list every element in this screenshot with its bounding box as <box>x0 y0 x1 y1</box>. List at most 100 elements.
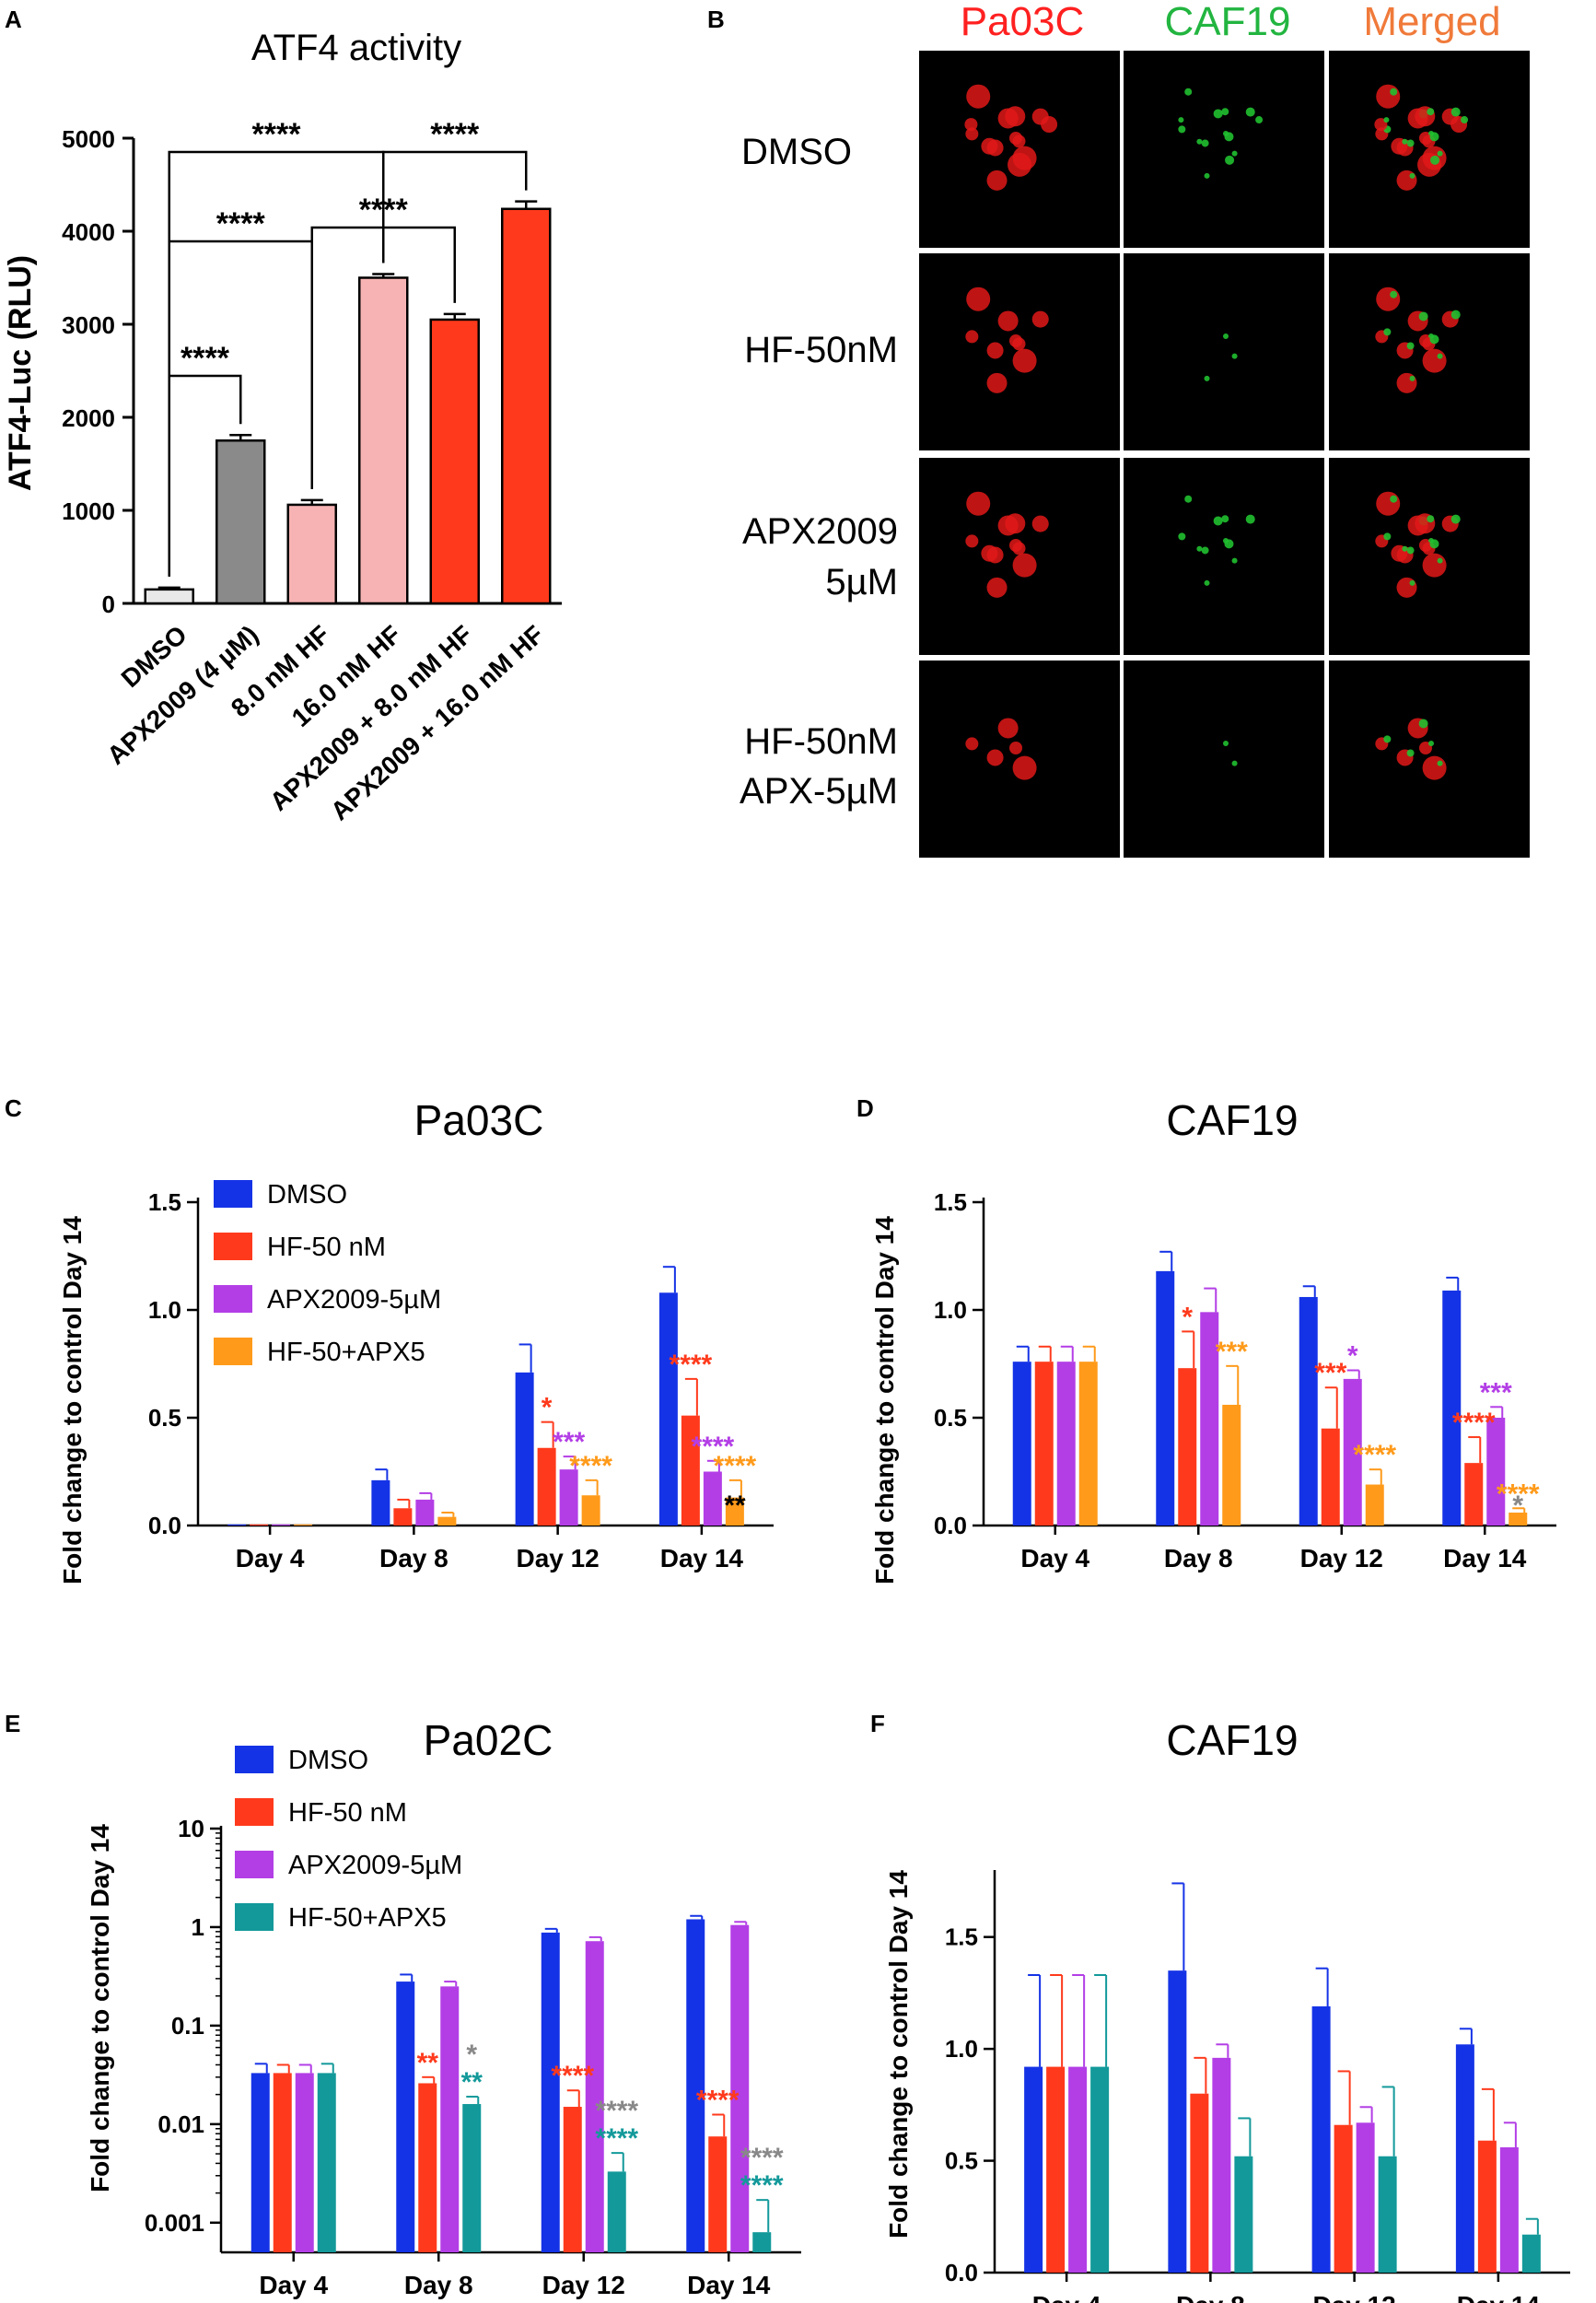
e-plot-bar-dmso <box>250 2073 270 2252</box>
micro-row-label-hf50nm: HF-50nM <box>744 721 898 762</box>
cell-green <box>1418 311 1428 321</box>
cell-green <box>1204 579 1210 586</box>
c-plot-bar-hf-50-apx5 <box>581 1495 600 1526</box>
chart-f-title: CAF19 <box>1166 1716 1298 1764</box>
c-plot-bar-hf-50-nm <box>250 1524 269 1526</box>
f-plot-bar-dmso <box>1024 2066 1043 2273</box>
e-plot-bar-dmso <box>396 1982 415 2252</box>
c-plot-legend-swatch <box>214 1180 252 1208</box>
cell-green <box>1204 172 1210 179</box>
cell-red <box>986 342 1004 359</box>
panel-a: A ATF4 activity ATF4-Luc (RLU) 0 1000 2000… <box>3 6 562 825</box>
cell-green <box>1427 108 1435 116</box>
cell-green <box>1196 545 1203 552</box>
e-plot-y-tick-label: 10 <box>178 1815 204 1842</box>
cell-green <box>1231 150 1238 157</box>
cell-green <box>1213 109 1223 119</box>
micro-row-label-dmso: DMSO <box>741 132 852 172</box>
cell-red <box>1012 337 1026 351</box>
e-plot-bar-hf-50-nm <box>418 2083 437 2252</box>
a-significance-label: **** <box>430 117 480 152</box>
cell-red <box>966 84 991 109</box>
d-plot-x-tick-label: Day 12 <box>1300 1544 1383 1572</box>
c-plot-legend-label: APX2009-5µM <box>267 1285 441 1315</box>
f-plot-x-tick-label: Day 14 <box>1457 2291 1541 2303</box>
c-plot-y-tick-label: 1.0 <box>148 1296 181 1324</box>
panel-letter-a: A <box>5 6 22 33</box>
cell-green <box>1450 514 1461 524</box>
cell-green <box>1223 333 1229 339</box>
c-plot-annotation: **** <box>670 1350 713 1380</box>
f-plot-bar-dmso <box>1455 2044 1474 2273</box>
micro-column-caf19: CAF19 <box>1165 0 1291 44</box>
e-plot-annotation: ** <box>417 2048 439 2078</box>
panel-c: C Pa03C Fold change to control Day 14 0.… <box>5 1094 774 1584</box>
f-plot-bar-dmso <box>1168 1970 1187 2273</box>
e-plot-x-tick-label: Day 14 <box>687 2271 771 2299</box>
cell-red <box>1012 134 1026 148</box>
micrograph-green-row4 <box>1124 661 1324 858</box>
a-bar <box>501 207 552 605</box>
cell-green <box>1409 579 1415 586</box>
cell-green <box>1450 310 1461 320</box>
c-plot-annotation: **** <box>692 1432 735 1462</box>
a-bar <box>216 439 266 605</box>
d-plot-y-tick-label: 1.0 <box>934 1296 967 1324</box>
e-plot-legend-swatch <box>235 1798 274 1826</box>
e-plot-legend-swatch <box>235 1851 274 1878</box>
c-plot-bar-dmso <box>515 1372 534 1526</box>
a-y-tick-label: 5000 <box>62 125 115 153</box>
cell-green <box>1409 375 1415 381</box>
micrograph-green-row3 <box>1124 458 1324 655</box>
cell-red <box>1012 542 1026 555</box>
cell-red <box>1009 742 1022 754</box>
c-plot-legend-label: HF-50+APX5 <box>267 1338 425 1367</box>
cell-red <box>1012 553 1037 578</box>
cell-red <box>1376 286 1401 311</box>
cell-green <box>1201 139 1209 147</box>
cell-green <box>1213 516 1223 526</box>
cell-green <box>1225 155 1235 165</box>
cell-red <box>1376 84 1401 109</box>
cell-red <box>986 372 1008 393</box>
d-plot-bar-apx2009-5-m <box>1056 1362 1076 1526</box>
e-plot-x-tick-label: Day 12 <box>542 2271 625 2299</box>
micro-row-label-hf50: HF-50nM <box>744 330 898 370</box>
a-y-tick-label: 0 <box>102 590 115 618</box>
cell-green <box>1390 495 1398 503</box>
cell-green <box>1204 375 1210 381</box>
cell-red <box>966 491 991 516</box>
a-y-tick-label: 4000 <box>62 218 115 246</box>
cell-green <box>1430 155 1440 165</box>
d-plot-bar-hf-50-apx5 <box>1222 1404 1241 1526</box>
a-y-tick-label: 2000 <box>62 404 115 432</box>
panel-letter-f: F <box>870 1710 885 1737</box>
cell-red <box>964 118 978 132</box>
f-plot-bar-hf-50-nm <box>1477 2140 1497 2273</box>
cell-red <box>965 737 979 751</box>
cell-red <box>1422 553 1447 578</box>
cell-red <box>997 310 1019 332</box>
e-plot-bar-hf-50-apx5 <box>607 2171 626 2252</box>
e-plot-annotation: **** <box>696 2085 740 2115</box>
c-plot-bar-apx2009-5-m <box>559 1469 578 1526</box>
c-plot-bar-hf-50-nm <box>681 1415 700 1526</box>
cell-green <box>1390 290 1398 298</box>
cell-green <box>1224 132 1234 142</box>
cell-red <box>1008 152 1032 177</box>
f-plot-bar-hf-50-nm <box>1046 2066 1066 2273</box>
chart-d-title: CAF19 <box>1166 1096 1298 1144</box>
cell-green <box>1406 139 1415 147</box>
a-significance-bracket <box>382 150 528 263</box>
d-plot-bar-apx2009-5-m <box>1200 1312 1219 1526</box>
d-plot-x-tick-label: Day 4 <box>1020 1544 1089 1572</box>
micro-row-label-apx2009: APX2009 <box>742 511 898 552</box>
cell-red <box>1417 152 1442 177</box>
e-plot-x-tick-label: Day 4 <box>259 2271 328 2299</box>
cell-green <box>1184 88 1193 96</box>
e-plot-annotation: **** <box>740 2170 784 2201</box>
cell-green <box>1461 116 1469 124</box>
cell-green <box>1224 539 1234 549</box>
cell-red <box>1041 116 1058 134</box>
